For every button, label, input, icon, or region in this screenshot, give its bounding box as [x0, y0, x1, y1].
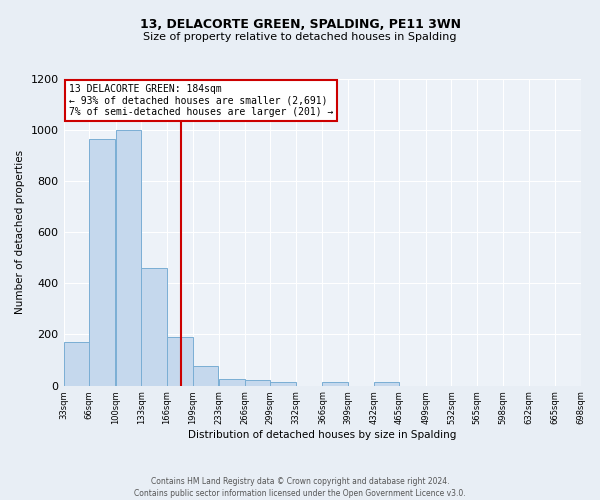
Bar [245, 380, 271, 386]
Bar [116, 130, 141, 386]
Bar [219, 378, 245, 386]
Y-axis label: Number of detached properties: Number of detached properties [15, 150, 25, 314]
X-axis label: Distribution of detached houses by size in Spalding: Distribution of detached houses by size … [188, 430, 456, 440]
Bar [141, 268, 167, 386]
Bar [271, 382, 296, 386]
Bar [374, 382, 400, 386]
Text: Contains HM Land Registry data © Crown copyright and database right 2024.
Contai: Contains HM Land Registry data © Crown c… [134, 476, 466, 498]
Bar [322, 382, 348, 386]
Bar [167, 337, 193, 386]
Bar [193, 366, 218, 386]
Text: 13 DELACORTE GREEN: 184sqm
← 93% of detached houses are smaller (2,691)
7% of se: 13 DELACORTE GREEN: 184sqm ← 93% of deta… [69, 84, 333, 117]
Bar [64, 342, 89, 386]
Text: 13, DELACORTE GREEN, SPALDING, PE11 3WN: 13, DELACORTE GREEN, SPALDING, PE11 3WN [139, 18, 461, 30]
Text: Size of property relative to detached houses in Spalding: Size of property relative to detached ho… [143, 32, 457, 42]
Bar [89, 139, 115, 386]
